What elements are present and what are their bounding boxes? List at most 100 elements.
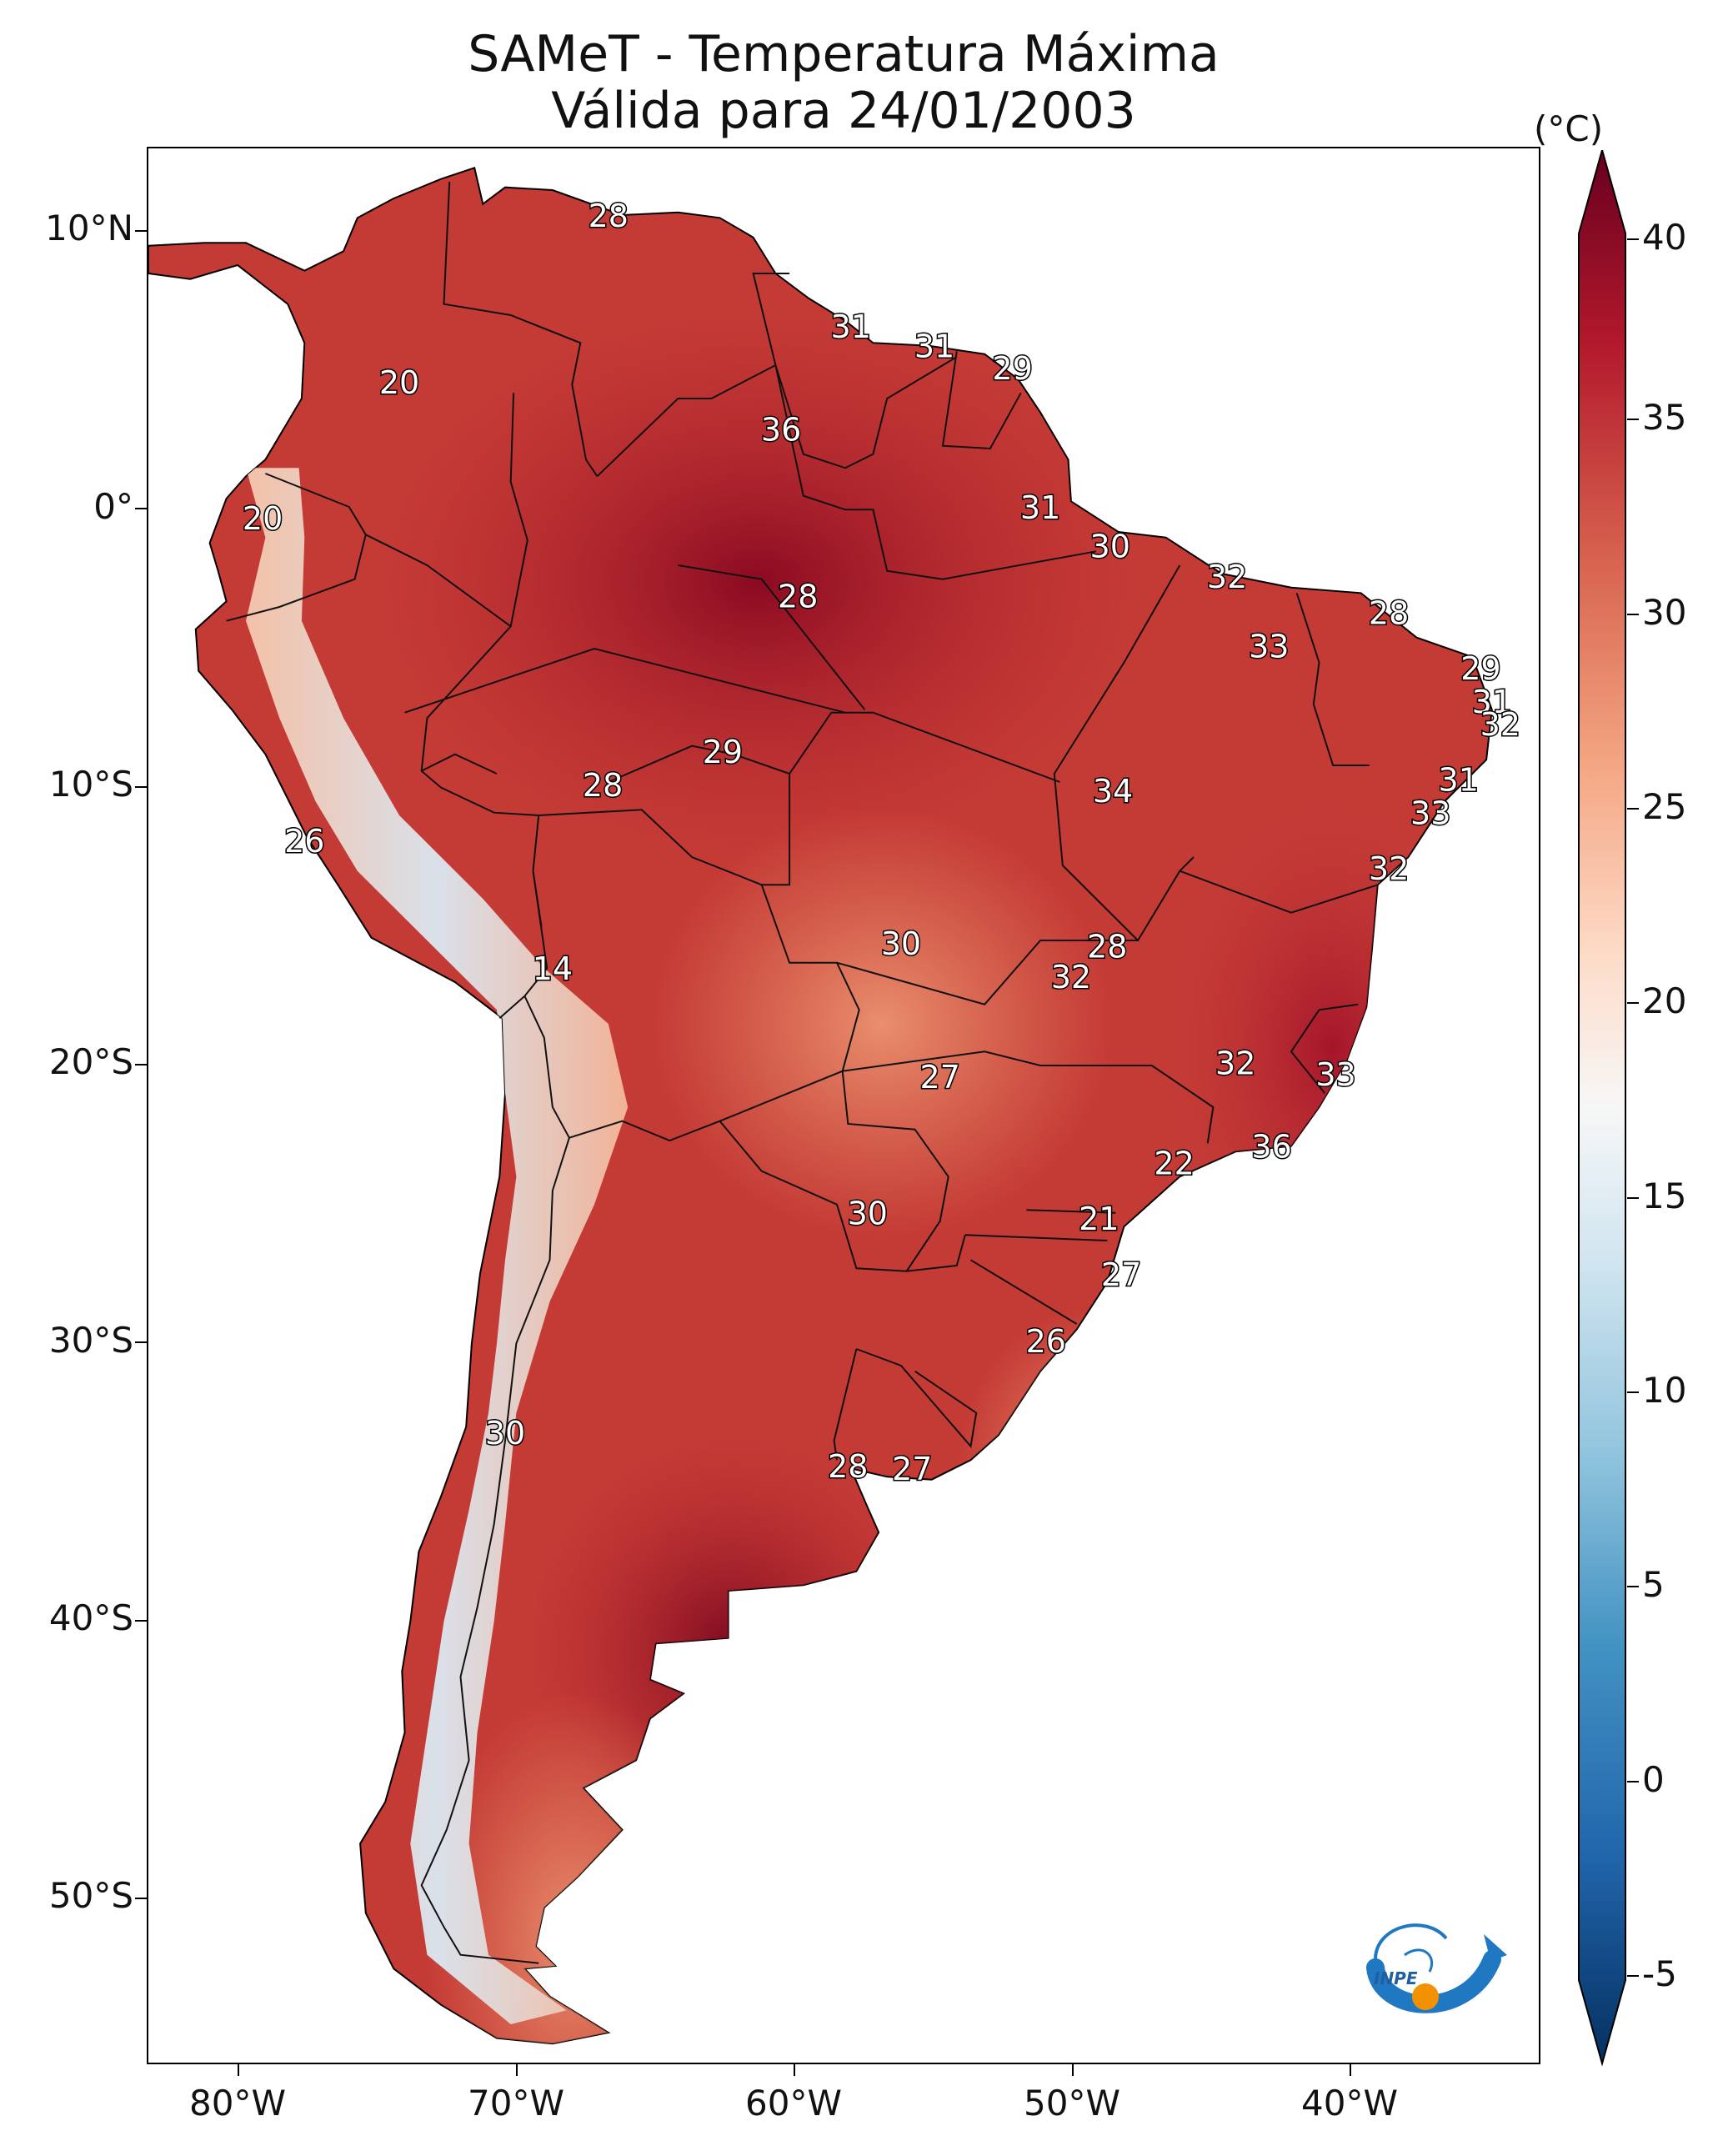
- colorbar-tick: [1627, 1975, 1639, 1977]
- colorbar-tick: [1627, 614, 1639, 615]
- colorbar-label-minus5: -5: [1642, 1953, 1677, 1994]
- amazon-hot-zone: [373, 307, 1140, 857]
- lat-label-0: 0°: [93, 486, 133, 527]
- country-borders: [226, 181, 1379, 1964]
- contour-label: 20: [243, 500, 283, 537]
- contour-label: 31: [831, 308, 871, 345]
- contour-label: 36: [761, 412, 801, 449]
- contour-label: 20: [379, 364, 419, 401]
- lon-tick: [238, 2064, 239, 2076]
- colorbar-tick: [1627, 1002, 1639, 1004]
- contour-label: 34: [1093, 773, 1133, 810]
- contour-label: 32: [1051, 959, 1091, 995]
- lon-label-70w: 70°W: [468, 2083, 564, 2123]
- colorbar-gradient: [1578, 150, 1626, 2067]
- contour-label: 32: [1215, 1045, 1255, 1082]
- colorbar-tick: [1627, 1391, 1639, 1393]
- colorbar-label-20: 20: [1642, 980, 1687, 1021]
- contour-label: 22: [1154, 1146, 1194, 1182]
- logo-text: INPE: [1374, 1968, 1418, 1988]
- lat-label-30s: 30°S: [48, 1320, 133, 1361]
- lat-tick: [135, 230, 147, 232]
- colorbar-label-25: 25: [1642, 786, 1687, 827]
- lon-tick: [1072, 2064, 1074, 2076]
- contour-label: 30: [848, 1196, 888, 1232]
- lat-tick: [135, 508, 147, 509]
- contour-label: 21: [1079, 1201, 1119, 1237]
- contour-label: 31: [1020, 489, 1060, 526]
- contour-label: 28: [589, 198, 629, 234]
- lat-tick: [135, 1620, 147, 1622]
- colorbar-tick: [1627, 1197, 1639, 1199]
- contour-label: 32: [1369, 850, 1409, 887]
- contour-label: 30: [1090, 529, 1130, 565]
- contour-label: 30: [485, 1415, 525, 1452]
- contour-label: 33: [1410, 795, 1450, 832]
- contour-label: 29: [992, 350, 1032, 387]
- colorbar-tick: [1627, 1781, 1639, 1782]
- lon-label-50w: 50°W: [1024, 2083, 1120, 2123]
- contour-label: 27: [1101, 1256, 1141, 1293]
- east-brazil-hot-zone: [1149, 774, 1492, 1324]
- lon-label-60w: 60°W: [745, 2083, 842, 2123]
- map-panel: 28 20 31 31 29 36 20 31 30 28 32 28 33 29 31 32 29 28 31 34…: [147, 147, 1540, 2064]
- contour-label: 28: [1369, 595, 1409, 632]
- contour-label: 32: [1207, 559, 1247, 595]
- contour-label: 29: [1460, 650, 1500, 687]
- south-brazil-warm-zone: [957, 1307, 1224, 1624]
- lon-tick: [516, 2064, 518, 2076]
- contour-label: 26: [284, 823, 324, 860]
- contour-label: 29: [703, 734, 743, 770]
- map-title: SAMeT - Temperatura Máxima: [468, 25, 1220, 83]
- map-subtitle: Válida para 24/01/2003: [551, 82, 1136, 140]
- contour-label: 26: [1026, 1323, 1066, 1360]
- contour-label: 27: [892, 1451, 932, 1487]
- lon-label-80w: 80°W: [189, 2083, 286, 2123]
- contour-label: 31: [1472, 684, 1512, 720]
- contour-label: 14: [533, 950, 573, 987]
- contour-label: 33: [1249, 629, 1289, 665]
- inpe-logo: INPE: [1366, 1923, 1507, 2013]
- colorbar-tick: [1627, 1586, 1639, 1587]
- lat-label-20s: 20°S: [48, 1041, 133, 1082]
- lat-tick: [135, 786, 147, 788]
- colorbar-label-0: 0: [1642, 1759, 1665, 1800]
- contour-label: 32: [1480, 706, 1520, 743]
- lon-tick: [794, 2064, 795, 2076]
- lat-tick: [135, 1898, 147, 1899]
- chaco-warm-zone: [649, 807, 1115, 1241]
- lat-label-10n: 10°N: [45, 208, 133, 248]
- colorbar-label-30: 30: [1642, 592, 1687, 633]
- colorbar-unit: (°C): [1534, 108, 1604, 149]
- colorbar-label-40: 40: [1642, 217, 1687, 258]
- lat-label-50s: 50°S: [48, 1875, 133, 1916]
- colorbar-label-15: 15: [1642, 1176, 1687, 1216]
- south-america-landmass: [148, 167, 1493, 2045]
- colorbar-label-35: 35: [1642, 397, 1687, 438]
- contour-label: 33: [1315, 1056, 1355, 1093]
- lat-label-40s: 40°S: [48, 1597, 133, 1638]
- lon-label-40w: 40°W: [1301, 2083, 1398, 2123]
- colorbar: [1578, 150, 1626, 2067]
- colorbar-label-5: 5: [1642, 1564, 1665, 1605]
- contour-label: 28: [1087, 929, 1127, 965]
- contour-label: 28: [778, 579, 818, 615]
- andes-cool-band: [246, 468, 629, 2024]
- lon-tick: [1350, 2064, 1351, 2076]
- lat-tick: [135, 1341, 147, 1343]
- contour-label: 31: [914, 328, 954, 365]
- contour-label: 31: [1439, 762, 1479, 799]
- contour-label: 36: [1251, 1129, 1291, 1166]
- contour-label: 27: [920, 1059, 960, 1096]
- contour-label: 28: [583, 767, 623, 804]
- lat-label-10s: 10°S: [48, 764, 133, 805]
- contour-label: 28: [828, 1448, 868, 1485]
- contour-label: 30: [881, 925, 921, 962]
- colorbar-tick: [1627, 419, 1639, 420]
- colorbar-label-10: 10: [1642, 1370, 1687, 1411]
- colorbar-tick: [1627, 808, 1639, 810]
- colorbar-tick: [1627, 238, 1639, 240]
- lat-tick: [135, 1064, 147, 1065]
